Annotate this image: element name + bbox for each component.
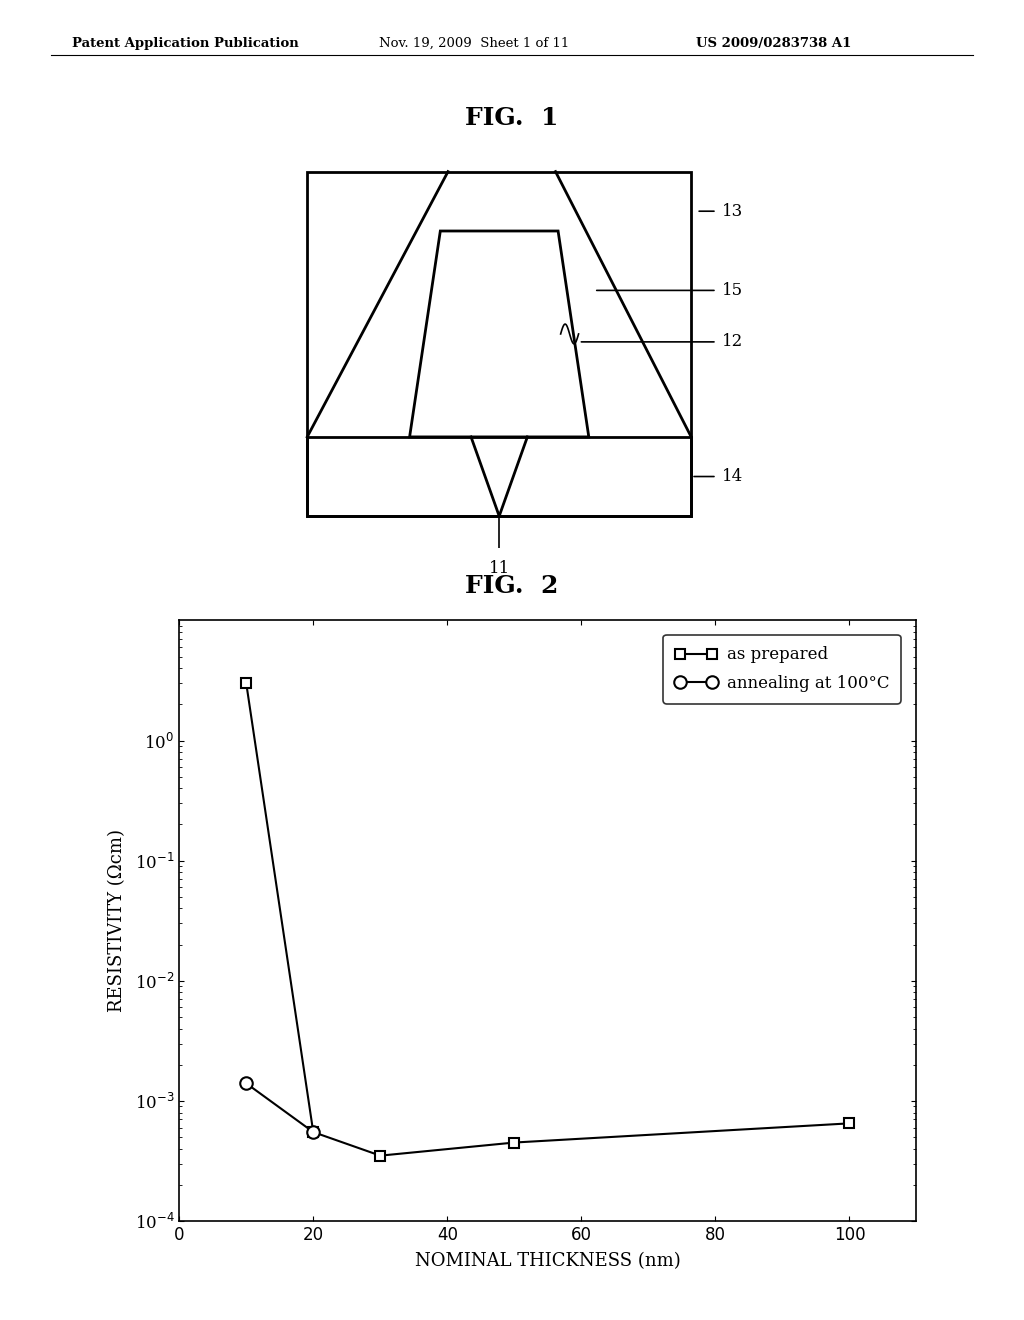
Text: FIG.  2: FIG. 2 [465,574,559,598]
Text: Nov. 19, 2009  Sheet 1 of 11: Nov. 19, 2009 Sheet 1 of 11 [379,37,569,50]
as prepared [374,1147,386,1163]
Y-axis label: RESISTIVITY (Ωcm): RESISTIVITY (Ωcm) [109,829,126,1012]
Text: 12: 12 [722,334,743,350]
Line: as prepared: as prepared [242,678,854,1160]
Text: 11: 11 [488,560,510,577]
as prepared [508,1135,520,1151]
as prepared [307,1125,319,1140]
as prepared [240,676,252,692]
Line: annealing at 100°C: annealing at 100°C [240,1077,319,1138]
X-axis label: NOMINAL THICKNESS (nm): NOMINAL THICKNESS (nm) [415,1253,681,1270]
Text: FIG.  1: FIG. 1 [465,106,559,129]
Text: Patent Application Publication: Patent Application Publication [72,37,298,50]
annealing at 100°C [307,1125,319,1140]
as prepared [844,1115,856,1131]
annealing at 100°C [240,1076,252,1092]
Text: US 2009/0283738 A1: US 2009/0283738 A1 [696,37,852,50]
Text: 15: 15 [722,282,743,298]
Legend: as prepared, annealing at 100°C: as prepared, annealing at 100°C [664,635,901,704]
Text: 14: 14 [722,469,743,484]
Text: 13: 13 [722,203,743,219]
